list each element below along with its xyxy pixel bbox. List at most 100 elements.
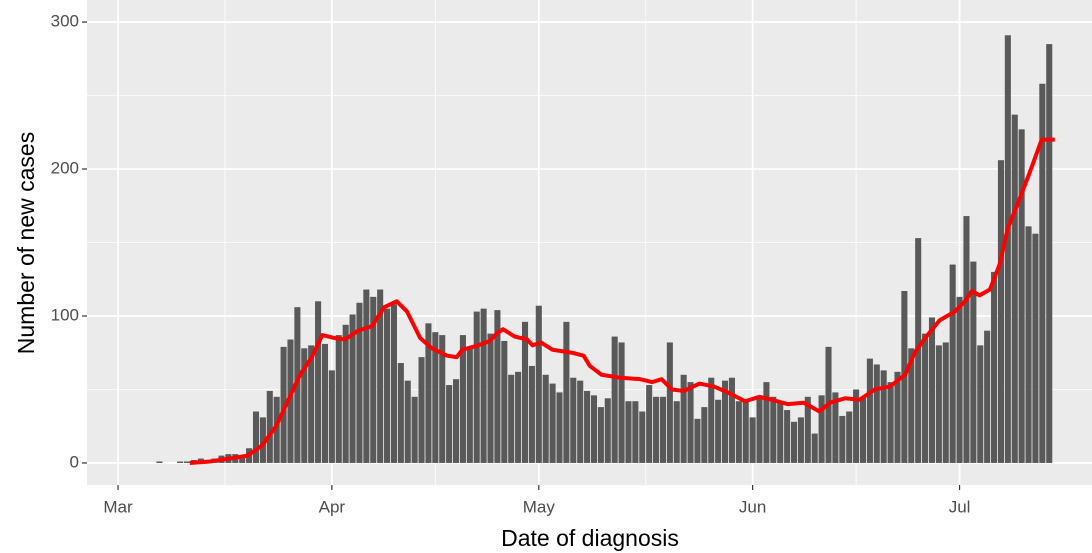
bar xyxy=(556,392,563,463)
bar xyxy=(370,296,377,463)
bar xyxy=(728,377,735,463)
bar xyxy=(480,308,487,463)
bar xyxy=(722,380,729,463)
bar xyxy=(384,308,391,463)
bar xyxy=(928,317,936,463)
bar xyxy=(501,340,508,463)
bar xyxy=(473,311,480,463)
bar xyxy=(528,365,535,463)
bar xyxy=(922,333,929,463)
bar xyxy=(1004,35,1011,463)
bar xyxy=(577,380,584,463)
y-tick-label: 200 xyxy=(51,158,79,177)
bar xyxy=(515,371,522,463)
bar xyxy=(859,396,867,463)
bar xyxy=(1046,44,1053,463)
bar xyxy=(452,379,460,463)
bar xyxy=(494,310,501,463)
y-tick-label: 300 xyxy=(51,12,79,31)
bar xyxy=(853,389,860,463)
bar xyxy=(377,289,384,463)
bar xyxy=(563,321,570,463)
bar xyxy=(625,401,632,463)
bar xyxy=(646,385,653,463)
bar xyxy=(356,302,363,463)
bar xyxy=(756,398,763,463)
moving-average-line xyxy=(189,137,1055,465)
bar xyxy=(287,339,294,463)
bar xyxy=(349,314,356,463)
bar xyxy=(321,343,329,463)
bar xyxy=(446,385,453,463)
bar xyxy=(666,342,673,463)
x-tick-label: Jun xyxy=(739,497,766,516)
bar xyxy=(715,399,722,463)
bar xyxy=(397,363,404,463)
y-tick-label: 100 xyxy=(51,305,79,324)
bar xyxy=(935,345,942,463)
bar xyxy=(632,401,639,463)
bar xyxy=(790,421,798,463)
bar xyxy=(177,461,184,463)
bar xyxy=(701,407,708,463)
bar xyxy=(673,401,680,463)
bar xyxy=(183,461,191,463)
bar xyxy=(439,335,446,463)
bar xyxy=(963,216,970,463)
bar xyxy=(880,370,887,463)
bar xyxy=(418,357,425,463)
bar xyxy=(308,345,315,463)
bar xyxy=(639,411,646,463)
bar xyxy=(611,336,618,463)
bar xyxy=(404,380,411,463)
bar xyxy=(970,261,977,463)
bar xyxy=(839,415,846,463)
bar xyxy=(425,323,432,463)
bar xyxy=(618,342,625,463)
bar xyxy=(584,390,591,463)
bar xyxy=(390,304,397,463)
bar xyxy=(846,411,853,463)
bar xyxy=(549,383,556,463)
bar xyxy=(894,371,901,463)
bar xyxy=(797,417,804,463)
bar xyxy=(542,374,549,463)
bar xyxy=(708,377,715,463)
bar xyxy=(832,392,839,463)
bar xyxy=(984,330,991,463)
bar xyxy=(301,348,308,463)
x-tick-label: Apr xyxy=(319,497,346,516)
bar xyxy=(363,289,370,463)
bar xyxy=(411,396,418,463)
bar xyxy=(156,461,163,463)
bar xyxy=(777,401,784,463)
x-tick-label: Mar xyxy=(103,497,133,516)
bar xyxy=(908,348,915,463)
y-tick-label: 0 xyxy=(70,452,79,471)
bar xyxy=(466,346,473,463)
bar xyxy=(687,382,694,463)
bar xyxy=(742,401,749,463)
bar xyxy=(659,396,666,463)
bar xyxy=(735,401,742,463)
bar xyxy=(570,377,577,463)
bar xyxy=(273,396,280,463)
bar xyxy=(949,264,956,463)
bar xyxy=(239,455,246,463)
bar xyxy=(866,358,873,463)
bar xyxy=(1018,129,1025,463)
x-tick-label: May xyxy=(523,497,556,516)
x-axis-title: Date of diagnosis xyxy=(501,525,679,551)
bar xyxy=(459,335,466,463)
bar xyxy=(749,417,756,463)
bar xyxy=(1011,114,1018,463)
bar xyxy=(252,411,260,463)
bar xyxy=(342,324,349,463)
bar xyxy=(887,382,894,463)
bar xyxy=(680,374,687,463)
bar xyxy=(811,433,818,463)
bar xyxy=(604,398,611,463)
bar xyxy=(653,396,660,463)
bar xyxy=(818,395,825,463)
